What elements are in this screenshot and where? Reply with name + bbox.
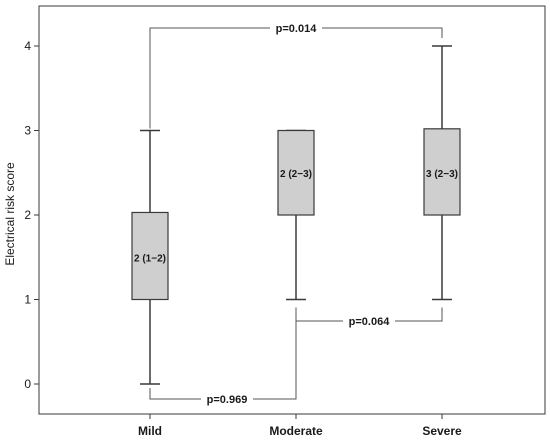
x-category-label: Mild [138, 424, 162, 438]
bracket-p-value: p=0.014 [276, 23, 318, 35]
y-tick-label: 1 [24, 293, 31, 307]
box-iqr [423, 128, 461, 216]
bracket-moderate-severe: p=0.064 [295, 307, 443, 329]
box-median-label: 2 (2−3) [280, 169, 312, 180]
bracket-line [149, 307, 297, 400]
bracket-label-bg [343, 313, 395, 329]
box-mild: 2 (1−2) [131, 129, 169, 385]
box-iqr [131, 211, 169, 301]
bracket-mild-severe: p=0.014 [149, 20, 443, 129]
bracket-label-bg [270, 20, 322, 36]
bracket-mild-moderate: p=0.969 [149, 307, 297, 407]
x-category-label: Moderate [269, 424, 323, 438]
box-series: 2 (1−2) 2 (2−3) 3 (2−3) [131, 45, 461, 385]
y-tick-label: 2 [24, 208, 31, 222]
y-tick-label: 3 [24, 124, 31, 138]
box-iqr [277, 129, 315, 216]
y-axis: 0 1 2 3 4 [24, 39, 39, 391]
bracket-label-bg [201, 391, 253, 407]
significance-brackets: p=0.014 p=0.064 p=0.969 [149, 20, 443, 407]
y-axis-title: Electrical risk score [3, 162, 17, 266]
box-median-label: 2 (1−2) [134, 253, 166, 264]
box-median-label: 3 (2−3) [426, 169, 458, 180]
plot-frame [38, 5, 546, 415]
bracket-line [149, 27, 443, 129]
y-tick-label: 0 [24, 377, 31, 391]
box-moderate: 2 (2−3) [277, 129, 315, 301]
y-tick-label: 4 [24, 39, 31, 53]
bracket-p-value: p=0.969 [207, 394, 248, 406]
box-severe: 3 (2−3) [423, 45, 461, 301]
x-axis: Mild Moderate Severe [138, 414, 462, 438]
x-category-label: Severe [422, 424, 462, 438]
bracket-p-value: p=0.064 [349, 316, 391, 328]
